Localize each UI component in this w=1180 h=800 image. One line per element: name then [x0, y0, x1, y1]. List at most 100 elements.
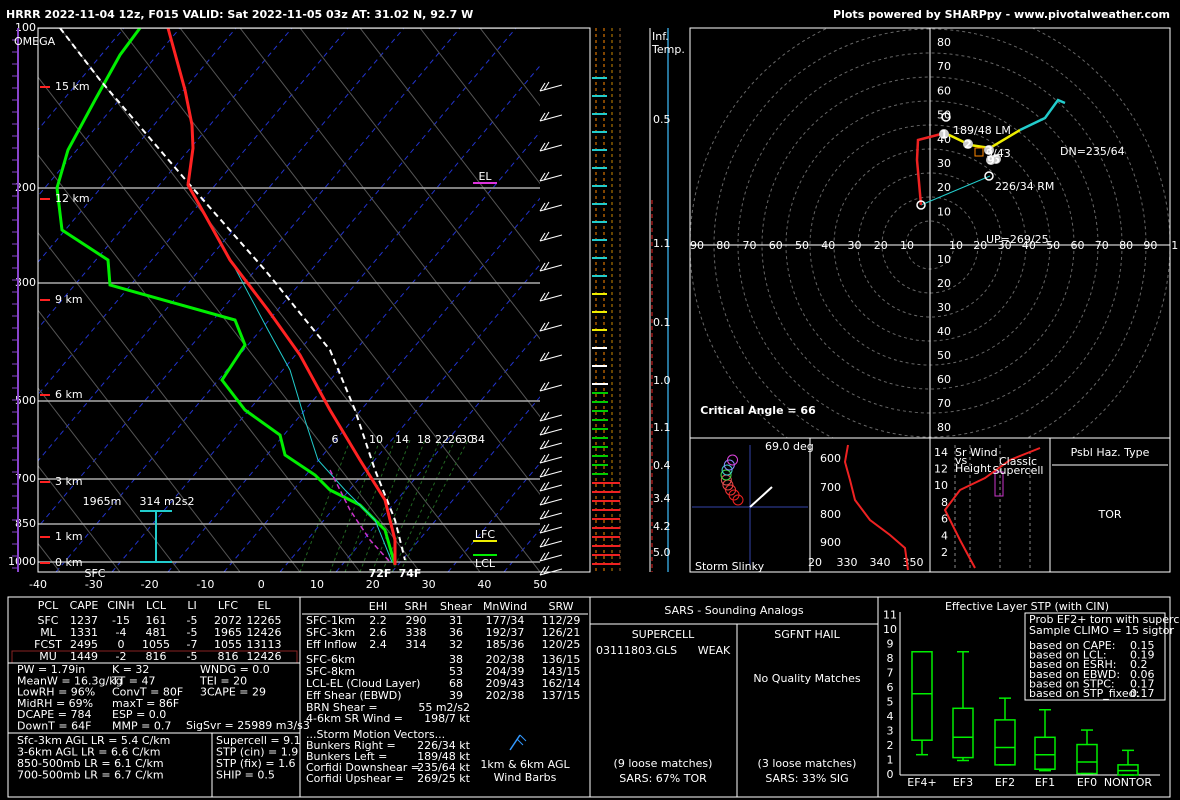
- stp-legend-label: based on CAPE:: [1029, 639, 1115, 652]
- hodo-label: 80: [716, 239, 730, 252]
- line: [539, 322, 546, 332]
- line: [543, 453, 550, 463]
- kin-cell: 2.6: [369, 626, 387, 639]
- line: [543, 537, 550, 547]
- stp-legend-value: 0.15: [1130, 639, 1155, 652]
- motion-label: Corfidi Downshear =: [306, 761, 420, 774]
- line: [399, 439, 469, 572]
- inf-temp-label: 1.1: [653, 237, 671, 250]
- inf-temp-label: 3.4: [653, 492, 671, 505]
- lapse-rate: 850-500mb LR = 6.1 C/km: [17, 757, 164, 770]
- motion-title: ...Storm Motion Vectors...: [306, 728, 445, 741]
- thermo-cell: MU: [39, 650, 57, 663]
- hodo-label: 30: [998, 239, 1012, 252]
- line: [539, 174, 563, 182]
- line: [539, 112, 546, 122]
- thermo-cell: 1237: [70, 614, 98, 627]
- mixing-ratio-label: 22: [435, 433, 449, 446]
- line: [539, 414, 563, 422]
- line: [539, 442, 563, 450]
- theta-y-label: 800: [820, 508, 841, 521]
- stp-category: EF0: [1077, 776, 1097, 789]
- index: 3CAPE = 29: [200, 686, 266, 699]
- thermo-cell: 12426: [247, 650, 282, 663]
- line: [391, 396, 540, 572]
- temp-label: -30: [85, 578, 103, 591]
- index: K = 32: [112, 663, 149, 676]
- thermo-cell: 0: [118, 638, 125, 651]
- mixing-ratio-label: 34: [471, 433, 485, 446]
- srwind-y-label: 6: [941, 513, 948, 526]
- composite: Supercell = 9.1: [216, 734, 301, 747]
- inf-temp-label: 5.0: [653, 546, 671, 559]
- stp-legend-value: 0.2: [1130, 658, 1148, 671]
- line: [38, 231, 301, 572]
- stp-legend-label: based on STPC:: [1029, 677, 1115, 690]
- height-label: 9 km: [55, 293, 83, 306]
- thermo-cell: -5: [187, 650, 198, 663]
- index: MidRH = 69%: [17, 697, 93, 710]
- kin-cell: 2.2: [369, 614, 387, 627]
- line: [543, 321, 550, 331]
- slinky-ring: [721, 464, 733, 476]
- line: [543, 467, 550, 477]
- kin-cell: LCL-EL (Cloud Layer): [306, 677, 420, 690]
- line: [539, 554, 563, 562]
- theta-profile: [843, 444, 909, 571]
- hodo-marker-label: 1: [940, 128, 948, 141]
- kin-cell: 338: [406, 626, 427, 639]
- kin-cell: 202/38: [486, 653, 525, 666]
- pressure-label: 700: [15, 472, 36, 485]
- kin-header: SRW: [548, 600, 573, 613]
- thermo-cell: 2495: [70, 638, 98, 651]
- line: [539, 294, 563, 302]
- kin-cell: 209/43: [486, 677, 525, 690]
- temp-label: 0: [258, 578, 265, 591]
- line: [38, 154, 361, 572]
- line: [539, 456, 563, 464]
- stp-category: NONTOR: [1104, 776, 1152, 789]
- temp-label: -40: [29, 578, 47, 591]
- stp-y-label: 10: [883, 623, 897, 636]
- line: [543, 111, 550, 121]
- line: [543, 351, 550, 361]
- line: [543, 231, 550, 241]
- motion-label: Corfidi Upshear =: [306, 772, 404, 785]
- height-label: 3 km: [55, 475, 83, 488]
- line: [539, 234, 563, 242]
- line: [38, 76, 421, 572]
- hodo-label: 30: [848, 239, 862, 252]
- line: [539, 84, 563, 92]
- stp-legend-label: based on STP_fixed:: [1029, 687, 1139, 700]
- panel-border: [877, 596, 1171, 798]
- kin-cell: 136/15: [542, 653, 581, 666]
- line: [516, 738, 524, 746]
- thermo-header: PCL: [38, 599, 59, 612]
- line: [539, 440, 546, 450]
- hodo-label: 20: [937, 181, 951, 194]
- thermo-header: CINH: [107, 599, 134, 612]
- line: [539, 382, 546, 392]
- index: TT = 47: [111, 674, 155, 687]
- panel-border: [1049, 437, 1171, 573]
- stp-y-label: 3: [887, 725, 894, 738]
- srwind-y-label: 4: [941, 529, 948, 542]
- box: [1034, 736, 1056, 770]
- line: [539, 526, 563, 534]
- srwind-profile: [943, 447, 1041, 569]
- line: [447, 462, 540, 572]
- stp-legend-value: 0.17: [1130, 687, 1155, 700]
- line: [539, 524, 546, 534]
- line: [543, 171, 550, 181]
- hodo-point: [916, 200, 926, 210]
- kin-header: EHI: [369, 600, 387, 613]
- line: [539, 292, 546, 302]
- index: MMP = 0.7: [112, 720, 171, 733]
- hodo-label: 40: [937, 325, 951, 338]
- hodo-label: 90: [1143, 239, 1157, 252]
- srwind-title: Sr Wind: [955, 446, 998, 459]
- thermo-cell: -7: [187, 638, 198, 651]
- hodo-marker: [986, 155, 996, 165]
- pressure-label: 100: [15, 21, 36, 34]
- skewt-background: [38, 28, 540, 572]
